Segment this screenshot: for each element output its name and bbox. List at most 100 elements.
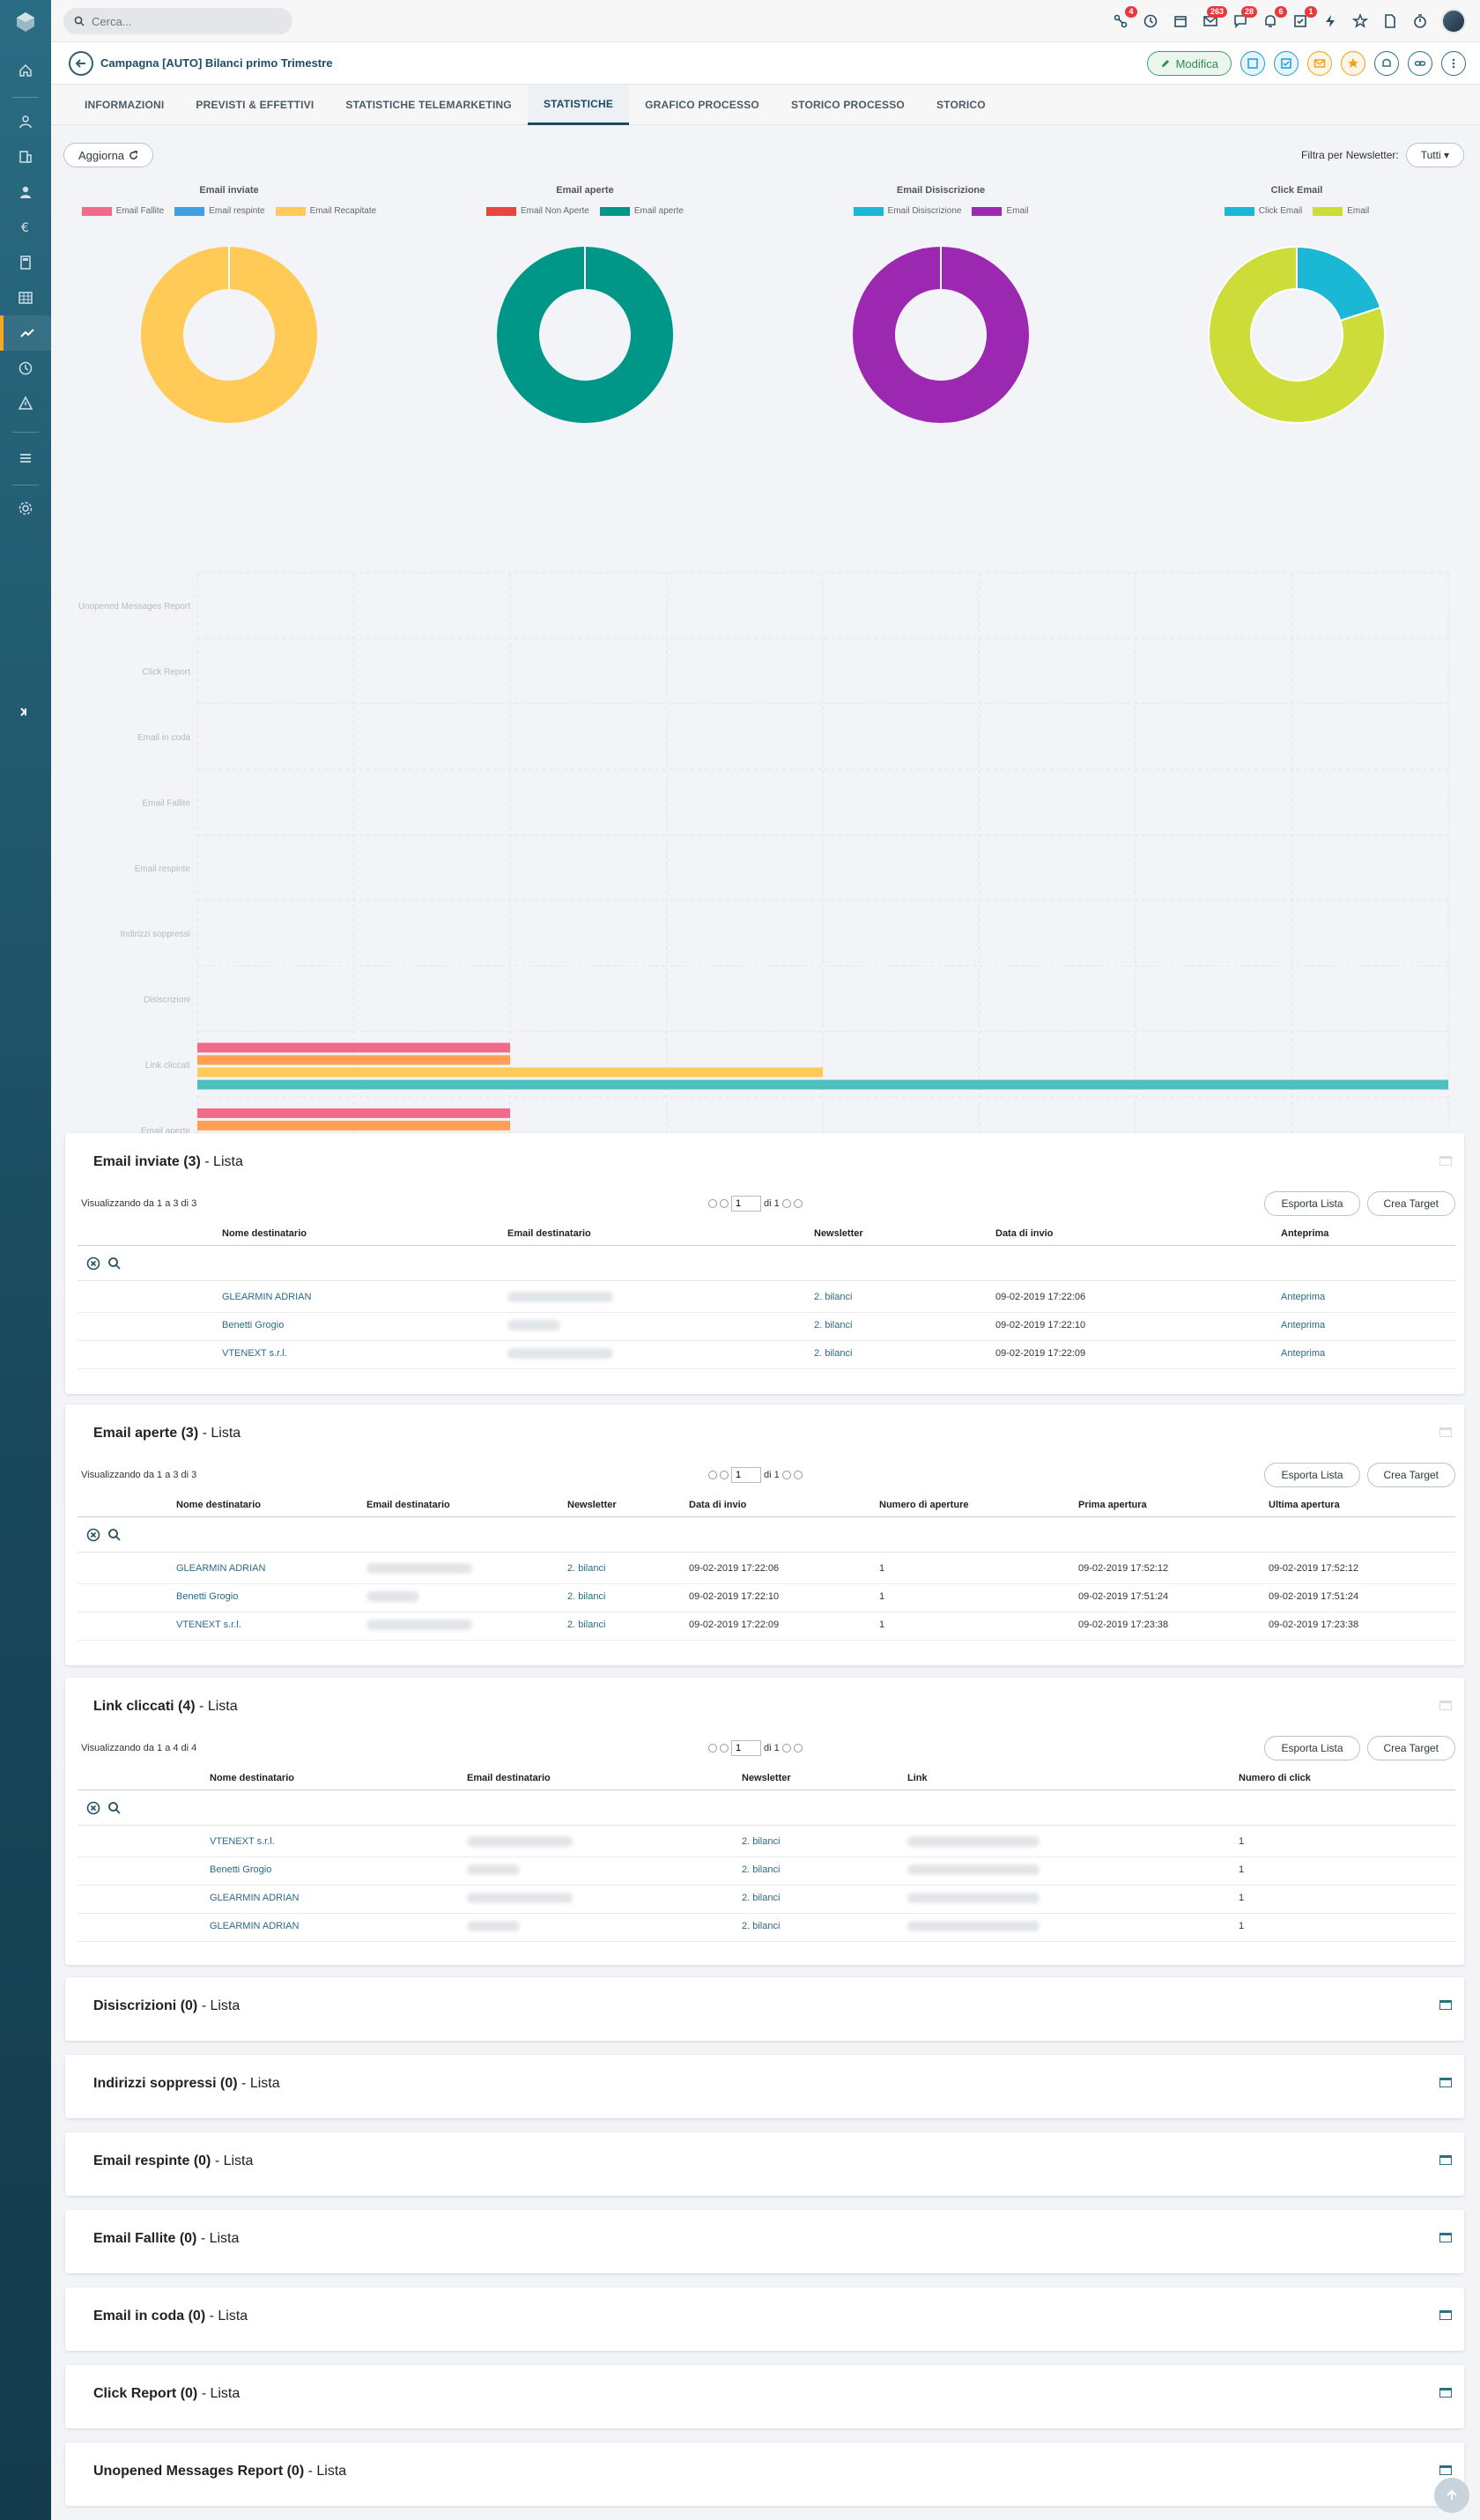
donut-slice[interactable] — [1208, 245, 1386, 424]
legend-item[interactable]: Email aperte — [599, 206, 684, 216]
donut-chart[interactable] — [844, 238, 1038, 432]
column-header[interactable]: Newsletter — [567, 1500, 617, 1510]
prev-page-icon[interactable] — [720, 1744, 729, 1753]
expand-icon[interactable] — [1439, 2465, 1452, 2475]
bar[interactable] — [197, 1108, 510, 1118]
last-page-icon[interactable] — [793, 1199, 803, 1208]
column-header[interactable]: Nome destinatario — [210, 1773, 294, 1783]
first-page-icon[interactable] — [708, 1199, 717, 1208]
page-input[interactable] — [731, 1467, 761, 1483]
table-row[interactable]: Benetti Grogio 2. bilanci 1 — [78, 1857, 1455, 1886]
bar[interactable] — [197, 1055, 510, 1065]
column-header[interactable]: Link — [907, 1773, 928, 1783]
search-icon[interactable] — [107, 1528, 122, 1542]
last-page-icon[interactable] — [793, 1471, 803, 1479]
timer-icon[interactable] — [1411, 12, 1429, 30]
clear-filter-icon[interactable] — [86, 1801, 100, 1815]
table-cell[interactable]: 2. bilanci — [742, 1921, 781, 1931]
section-title[interactable]: Email in coda (0) - Lista — [93, 2309, 248, 2324]
create-target-button[interactable]: Crea Target — [1366, 1191, 1455, 1216]
donut-chart[interactable] — [488, 238, 682, 432]
search-box[interactable] — [63, 8, 292, 34]
section-title[interactable]: Disiscrizioni (0) - Lista — [93, 1998, 240, 2013]
list-icon[interactable] — [0, 441, 51, 476]
home-icon[interactable] — [0, 53, 51, 88]
bell-icon[interactable]: 6 — [1262, 6, 1287, 30]
chat-icon[interactable]: 28 — [1232, 6, 1257, 30]
mail-icon[interactable]: 263 — [1202, 6, 1227, 30]
column-header[interactable]: Prima apertura — [1078, 1500, 1147, 1510]
collapse-icon[interactable] — [1439, 1701, 1452, 1710]
tab-grafico-processo[interactable]: GRAFICO PROCESSO — [645, 99, 759, 111]
scroll-top-button[interactable] — [1434, 2478, 1469, 2513]
link-button[interactable] — [1408, 51, 1432, 76]
create-target-button[interactable]: Crea Target — [1366, 1463, 1455, 1487]
column-header[interactable]: Newsletter — [742, 1773, 791, 1783]
section-title[interactable]: Email inviate (3) - Lista — [93, 1154, 243, 1169]
collapse-icon[interactable] — [1439, 1156, 1452, 1166]
table-cell[interactable]: 2. bilanci — [742, 1864, 781, 1875]
tasks-button[interactable] — [1274, 51, 1299, 76]
column-header[interactable]: Email destinatario — [507, 1228, 591, 1239]
table-cell[interactable]: 2. bilanci — [567, 1563, 606, 1574]
refresh-button[interactable]: Aggiorna — [63, 143, 154, 167]
last-page-icon[interactable] — [793, 1744, 803, 1753]
email-button[interactable] — [1307, 51, 1332, 76]
table-cell[interactable]: 2. bilanci — [814, 1320, 853, 1330]
next-page-icon[interactable] — [781, 1744, 791, 1753]
column-header[interactable]: Nome destinatario — [176, 1500, 261, 1510]
legend-item[interactable]: Email — [972, 206, 1028, 216]
first-page-icon[interactable] — [708, 1744, 717, 1753]
section-title[interactable]: Unopened Messages Report (0) - Lista — [93, 2464, 347, 2479]
column-header[interactable]: Nome destinatario — [222, 1228, 307, 1239]
table-cell[interactable]: 2. bilanci — [742, 1893, 781, 1903]
column-header[interactable]: Numero di aperture — [879, 1500, 969, 1510]
legend-item[interactable]: Email respinte — [174, 206, 265, 216]
column-header[interactable]: Newsletter — [814, 1228, 863, 1239]
donut-chart[interactable] — [1200, 238, 1394, 432]
table-row[interactable]: VTENEXT s.r.l. 2. bilanci 09-02-2019 17:22… — [78, 1341, 1455, 1369]
recipient-link[interactable]: VTENEXT s.r.l. — [210, 1836, 275, 1847]
prev-page-icon[interactable] — [720, 1199, 729, 1208]
section-title[interactable]: Email Fallite (0) - Lista — [93, 2231, 240, 2246]
bar[interactable] — [197, 1067, 823, 1078]
table-cell[interactable]: 2. bilanci — [567, 1591, 606, 1602]
legend-item[interactable]: Email Disiscrizione — [853, 206, 961, 216]
table-cell[interactable]: Anteprima — [1281, 1292, 1326, 1302]
section-title[interactable]: Click Report (0) - Lista — [93, 2386, 240, 2401]
star-icon[interactable] — [1351, 12, 1369, 30]
legend-item[interactable]: Email Fallite — [81, 206, 164, 216]
export-list-button[interactable]: Esporta Lista — [1264, 1191, 1360, 1216]
section-title[interactable]: Email aperte (3) - Lista — [93, 1426, 241, 1441]
tab-storico-processo[interactable]: STORICO PROCESSO — [790, 99, 905, 111]
save-button[interactable] — [1240, 51, 1265, 76]
recipient-link[interactable]: VTENEXT s.r.l. — [176, 1619, 241, 1630]
warning-icon[interactable] — [0, 386, 51, 421]
tasks-check-icon[interactable]: 1 — [1291, 6, 1317, 30]
favorite-button[interactable] — [1341, 51, 1365, 76]
tab-previsti-effettivi[interactable]: PREVISTI & EFFETTIVI — [196, 99, 314, 111]
donut-slice[interactable] — [1296, 245, 1382, 322]
table-row[interactable]: Benetti Grogio 2. bilanci 09-02-2019 17:22… — [78, 1313, 1455, 1341]
export-list-button[interactable]: Esporta Lista — [1264, 1736, 1360, 1760]
table-cell[interactable]: Anteprima — [1281, 1320, 1326, 1330]
section-title[interactable]: Indirizzi soppressi (0) - Lista — [93, 2076, 280, 2091]
recipient-link[interactable]: GLEARMIN ADRIAN — [210, 1893, 300, 1903]
legend-item[interactable]: Email — [1313, 206, 1369, 216]
next-page-icon[interactable] — [781, 1199, 791, 1208]
process-icon[interactable]: 4 — [1112, 6, 1137, 30]
collapse-icon[interactable] — [1439, 1427, 1452, 1437]
clock-icon[interactable] — [0, 351, 51, 386]
more-button[interactable] — [1441, 51, 1466, 76]
table-icon[interactable] — [0, 280, 51, 315]
avatar[interactable] — [1441, 9, 1466, 33]
recipient-link[interactable]: VTENEXT s.r.l. — [222, 1348, 287, 1359]
table-row[interactable]: VTENEXT s.r.l. 2. bilanci 09-02-2019 17:22… — [78, 1612, 1455, 1641]
column-header[interactable]: Numero di click — [1239, 1773, 1311, 1783]
legend-item[interactable]: Click Email — [1224, 206, 1302, 216]
tab-statistiche[interactable]: STATISTICHE — [527, 85, 630, 125]
contact-icon[interactable] — [0, 174, 51, 210]
search-icon[interactable] — [107, 1256, 122, 1271]
bar[interactable] — [197, 1120, 510, 1130]
lightning-icon[interactable] — [1321, 12, 1339, 30]
